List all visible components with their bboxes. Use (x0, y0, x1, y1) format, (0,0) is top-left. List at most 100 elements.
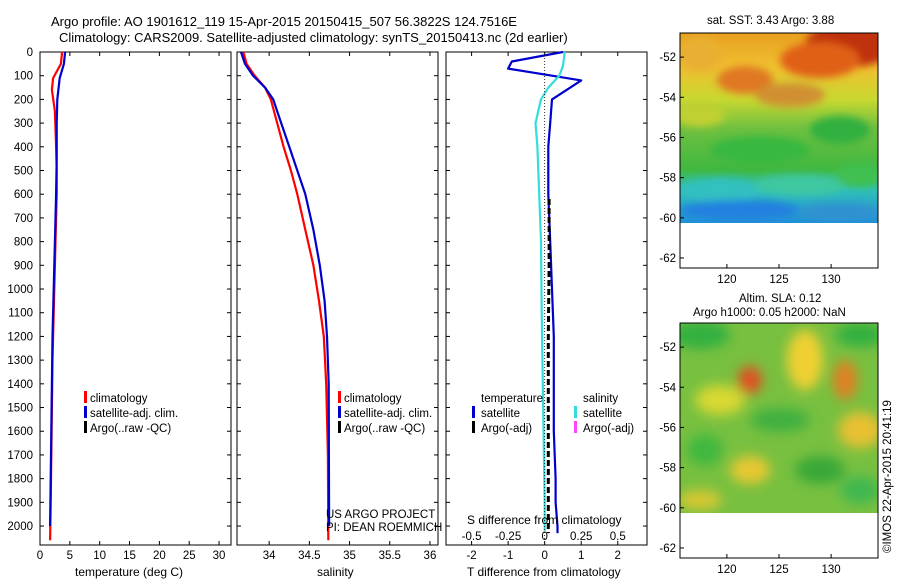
depth-tick-label: 1000 (7, 284, 33, 296)
x-tick-label: 30 (213, 550, 226, 562)
map-x-tick-label: 120 (717, 564, 736, 576)
map-x-tick-label: 130 (822, 564, 841, 576)
top-x-tick-label: -0.5 (462, 531, 482, 543)
credit-pi: PI: DEAN ROEMMICH (326, 522, 442, 534)
watermark: ©IMOS 22-Apr-2015 20:41:19 (882, 400, 894, 553)
legend-swatch-argo (338, 421, 341, 433)
top-x-tick-label: -0.25 (495, 531, 521, 543)
legend-label-t-argo: Argo(-adj) (481, 423, 532, 435)
legend-label-climatology: climatology (344, 393, 402, 405)
x-tick-label: 34 (263, 550, 276, 562)
legend-swatch-satellite (84, 406, 87, 418)
difference-top-xlabel: S difference from climatology (467, 513, 622, 527)
title-line-2: Climatology: CARS2009. Satellite-adjuste… (59, 30, 568, 45)
temperature-legend: climatology satellite-adj. clim. Argo(..… (84, 391, 178, 435)
depth-tick-label: 700 (14, 213, 33, 225)
map-y-tick-label: -60 (659, 213, 676, 225)
depth-tick-label: 1100 (8, 308, 33, 320)
legend-head-temperature: temperature (481, 393, 543, 405)
depth-tick-label: 2000 (7, 521, 33, 533)
series-line-temperature-satellite (507, 50, 583, 534)
depth-tick-label: 400 (14, 142, 33, 154)
depth-tick-label: 1400 (7, 379, 33, 391)
legend-label-satellite: satellite-adj. clim. (90, 408, 178, 420)
map-y-tick-label: -52 (659, 342, 676, 354)
map-y-tick-label: -54 (659, 382, 676, 394)
sla-map-title-1: Altim. SLA: 0.12 (739, 293, 821, 305)
axis-ticks: 0 5 10 15 20 25 30 34 34.5 35 35.5 36 -2 -1 0 1 2 -0.5 -0.… (37, 51, 647, 562)
legend-swatch-t-argo (472, 421, 475, 433)
top-x-tick-label: 0 (541, 531, 547, 543)
legend-label-s-argo: Argo(-adj) (583, 423, 634, 435)
depth-tick-label: 800 (14, 237, 33, 249)
map-x-tick-label: 120 (717, 274, 736, 286)
difference-legend: temperature salinity satellite Argo(-adj… (472, 393, 634, 435)
depth-tick-label: 500 (14, 166, 33, 178)
x-tick-label: 0 (37, 550, 43, 562)
sst-map-title: sat. SST: 3.43 Argo: 3.88 (707, 15, 834, 27)
map-y-tick-label: -56 (659, 422, 676, 434)
top-x-tick-label: 0.25 (570, 531, 592, 543)
legend-head-salinity: salinity (583, 393, 618, 405)
legend-label-satellite: satellite-adj. clim. (344, 408, 432, 420)
map-y-tick-label: -62 (659, 543, 676, 555)
title-line-1: Argo profile: AO 1901612_119 15-Apr-2015… (51, 14, 517, 29)
x-tick-label: -2 (466, 550, 476, 562)
map-y-tick-label: -58 (659, 173, 676, 185)
depth-tick-label: 1600 (7, 426, 33, 438)
depth-tick-label: 1300 (7, 355, 33, 367)
salinity-legend: climatology satellite-adj. clim. Argo(..… (326, 391, 442, 534)
x-tick-label: 10 (93, 550, 106, 562)
depth-tick-label: 0 (27, 47, 33, 59)
depth-tick-label: 300 (14, 118, 33, 130)
x-tick-label: 35 (343, 550, 356, 562)
map-x-tick-label: 130 (822, 274, 841, 286)
map-y-tick-label: -60 (659, 503, 676, 515)
legend-swatch-argo (84, 421, 87, 433)
x-tick-label: 0 (541, 550, 547, 562)
map-x-tick-label: 125 (769, 274, 788, 286)
legend-label-climatology: climatology (90, 393, 148, 405)
series-line-climatology (242, 51, 330, 541)
depth-tick-label: 1700 (7, 450, 33, 462)
x-tick-label: 20 (153, 550, 166, 562)
legend-swatch-satellite (338, 406, 341, 418)
map-y-tick-label: -58 (659, 463, 676, 475)
depth-tick-label: 1500 (7, 403, 33, 415)
depth-tick-label: 900 (14, 260, 33, 272)
map-y-tick-label: -52 (659, 52, 676, 64)
depth-tick-label: 200 (14, 94, 33, 106)
legend-label-t-satellite: satellite (481, 408, 520, 420)
legend-swatch-s-argo (574, 421, 577, 433)
x-tick-label: -1 (503, 550, 513, 562)
map-x-tick-label: 125 (769, 564, 788, 576)
series-line-temperature-argo-adj- (546, 199, 551, 534)
series-line-satellite-adj-clim- (239, 51, 331, 527)
depth-tick-label: 100 (14, 71, 33, 83)
salinity-panel-frame (236, 51, 439, 546)
x-tick-label: 25 (183, 550, 196, 562)
map-axis-ticks: 120 125 130 -52 -54 -56 -58 -60 -62 120 125 130 -52 -… (659, 52, 840, 576)
x-tick-label: 35.5 (379, 550, 401, 562)
salinity-xlabel: salinity (317, 565, 354, 579)
temperature-panel-frame (39, 51, 232, 546)
depth-tick-label: 1800 (7, 474, 33, 486)
legend-swatch-t-satellite (472, 406, 475, 418)
map-y-tick-label: -54 (659, 92, 676, 104)
series-line-salinity-satellite (534, 51, 566, 531)
x-tick-label: 15 (123, 550, 136, 562)
depth-axis: 0 100 200 300 400 500 600 700 800 900 1000 1100 1200… (7, 47, 33, 533)
credit-project: US ARGO PROJECT (326, 509, 435, 521)
profile-lines (49, 50, 583, 541)
x-tick-label: 1 (578, 550, 584, 562)
legend-swatch-s-satellite (574, 406, 577, 418)
x-tick-label: 2 (615, 550, 621, 562)
depth-tick-label: 1200 (7, 331, 33, 343)
x-tick-label: 36 (424, 550, 437, 562)
temperature-xlabel: temperature (deg C) (75, 565, 183, 579)
x-tick-label: 5 (67, 550, 73, 562)
legend-label-argo: Argo(..raw -QC) (90, 423, 171, 435)
legend-swatch-climatology (338, 391, 341, 403)
legend-swatch-climatology (84, 391, 87, 403)
